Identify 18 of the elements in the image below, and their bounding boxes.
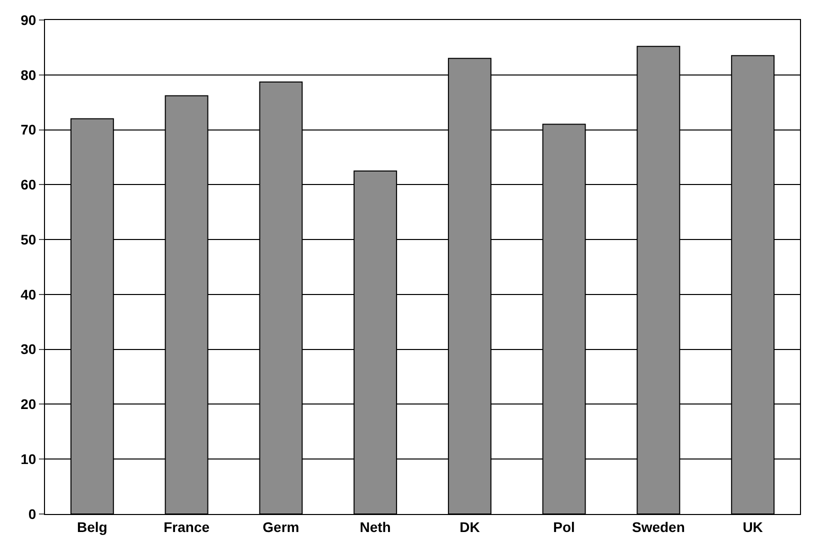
- y-tick-label: 0: [28, 506, 36, 522]
- x-tick-label: Belg: [77, 518, 108, 535]
- x-tick-label: Sweden: [632, 518, 685, 535]
- y-tick-label: 80: [20, 66, 36, 83]
- x-tick-label: Pol: [553, 518, 575, 535]
- y-tick-label: 70: [20, 122, 36, 138]
- y-tick-label: 10: [20, 451, 36, 468]
- x-tick-label: Germ: [262, 518, 300, 535]
- x-tick-label: UK: [742, 518, 763, 535]
- y-tick-label: 60: [20, 176, 36, 193]
- y-tick-label: 40: [20, 286, 36, 302]
- x-tick-label: Neth: [360, 518, 391, 535]
- y-tick-label: 50: [20, 231, 36, 248]
- y-tick-label: 90: [20, 12, 36, 28]
- y-tick-label: 30: [20, 341, 36, 358]
- x-tick-label: DK: [460, 518, 480, 535]
- x-tick-label: France: [164, 518, 210, 535]
- y-tick-label: 20: [20, 396, 36, 412]
